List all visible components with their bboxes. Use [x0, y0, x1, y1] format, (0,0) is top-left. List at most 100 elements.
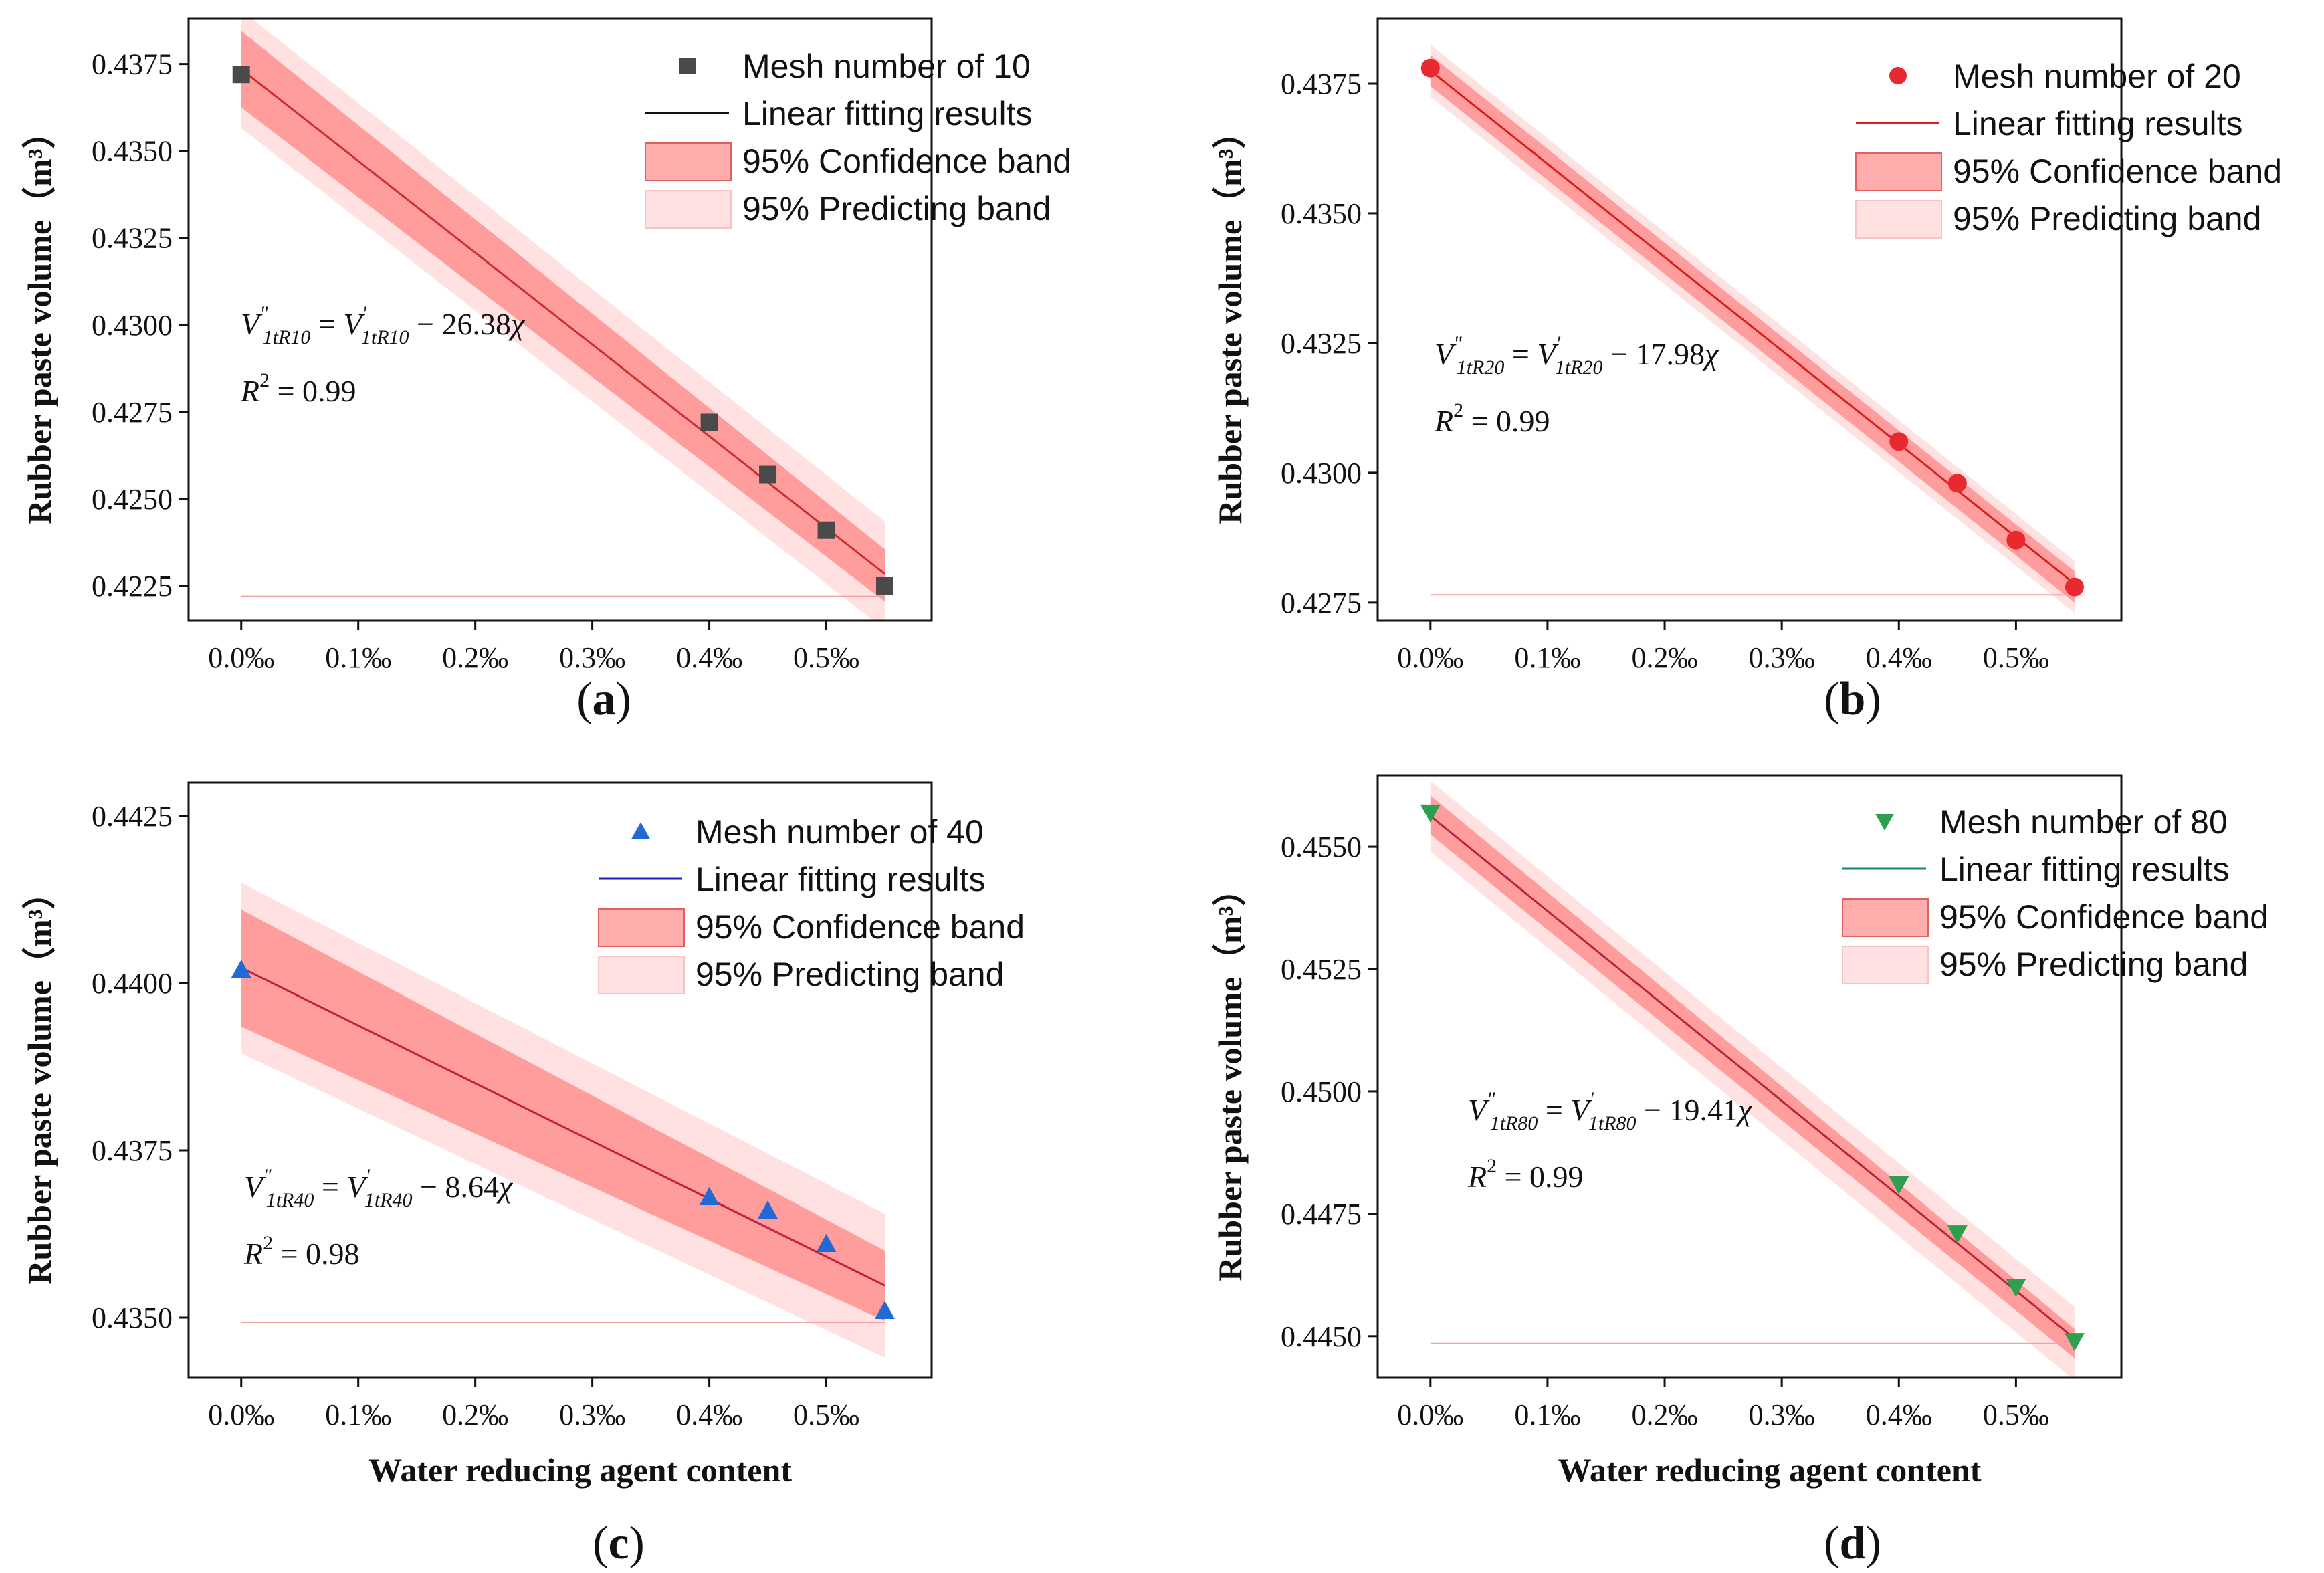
legend-entry-label: Mesh number of 20: [1953, 58, 2241, 95]
r-squared-r2-sup: 2: [259, 369, 270, 391]
panel-a: 0.4225 0.4250 0.4275 0.4300 0.4325 0.4350 0.43…: [21, 17, 1071, 725]
caption-letter: a: [593, 673, 616, 725]
legend-marker: [631, 822, 650, 839]
r-squared-line: R2 = 0.99: [1467, 1155, 1584, 1194]
equation-line: V" 1tR80 = V' 1tR80 − 19.41χ: [1468, 1088, 1753, 1134]
caption-open: (: [576, 673, 592, 725]
legend-entry-label: 95% Predicting band: [696, 956, 1004, 993]
r-squared-r2-base: R: [1434, 404, 1453, 438]
legend-entry-label: 95% Predicting band: [742, 190, 1051, 227]
data-point: [1889, 432, 1909, 451]
caption-letter: c: [608, 1517, 629, 1569]
y-axis-title: Rubber paste volume（m³）: [21, 875, 58, 1284]
x-tick-label: 0.5‰: [1983, 1398, 2049, 1431]
legend-confidence-swatch: [1842, 898, 1929, 937]
equation-eq: =: [1504, 337, 1537, 371]
equation-lhs-sub: 1tR80: [1490, 1112, 1538, 1134]
equation-eq: =: [1538, 1093, 1570, 1127]
equation-minus: − 19.41: [1636, 1093, 1738, 1127]
x-tick-label: 0.2‰: [442, 1398, 508, 1431]
equation-rhs-base: V: [1537, 337, 1559, 371]
legend-confidence-swatch: [598, 908, 685, 947]
data-point: [759, 465, 777, 484]
equation-line: V" 1tR20 = V' 1tR20 − 17.98χ: [1435, 332, 1719, 379]
data-point: [2065, 1333, 2085, 1352]
equation-lhs-sub: 1tR40: [266, 1189, 314, 1211]
legend-entry-label: 95% Predicting band: [1953, 200, 2261, 237]
data-point: [1947, 1225, 1968, 1244]
x-tick-label: 0.2‰: [1632, 641, 1698, 674]
legend: Mesh number of 80 Linear fitting results 9…: [1842, 803, 2268, 984]
legend-entry-label: Linear fitting results: [742, 95, 1033, 132]
caption-letter: b: [1840, 673, 1866, 725]
legend-entry-label: 95% Confidence band: [696, 908, 1025, 946]
data-point: [876, 576, 894, 595]
x-tick-label: 0.5‰: [793, 1398, 859, 1431]
x-tick-label: 0.4‰: [1866, 1398, 1932, 1431]
equation-lhs-sub: 1tR10: [263, 326, 311, 348]
data-point: [699, 1187, 720, 1205]
caption-close: ): [616, 673, 631, 725]
x-axis-title: Water reducing agent content: [1558, 1451, 1982, 1489]
r-squared-r2-val: = 0.98: [273, 1237, 359, 1271]
data-point: [700, 413, 718, 431]
x-tick-label: 0.0‰: [1397, 641, 1463, 674]
x-tick-label: 0.5‰: [1983, 641, 2049, 674]
y-tick-label: 0.4475: [1281, 1198, 1362, 1231]
panel-c: 0.4350 0.4375 0.4400 0.4425 0.0‰ 0.1‰ 0.2‰ 0.3‰…: [21, 781, 1025, 1569]
x-tick-label: 0.3‰: [559, 1398, 625, 1431]
legend-prediction-swatch: [1855, 200, 1942, 239]
equation-rhs-sub: 1tR80: [1588, 1112, 1636, 1134]
plot-frame: [187, 781, 933, 1379]
legend-entry-label: 95% Confidence band: [1939, 898, 2268, 936]
confidence-band: [1430, 55, 2075, 603]
equation-rhs-sub: 1tR40: [364, 1189, 413, 1211]
caption-close: ): [629, 1517, 645, 1569]
legend: Mesh number of 10 Linear fitting results 9…: [645, 47, 1071, 229]
y-tick-label: 0.4375: [92, 1134, 173, 1167]
data-point: [232, 66, 250, 84]
plot-frame: [1376, 774, 2123, 1379]
equation-minus: − 17.98: [1603, 337, 1705, 371]
equation-rhs-base: V: [343, 307, 365, 341]
y-axis-title: Rubber paste volume（m³）: [1211, 115, 1249, 524]
y-tick-label: 0.4450: [1281, 1320, 1362, 1353]
x-tick-label: 0.2‰: [442, 641, 508, 674]
panel-caption: (a): [576, 673, 631, 725]
data-point: [1947, 474, 1967, 493]
y-tick-label: 0.4350: [92, 135, 173, 168]
data-point: [1420, 58, 1440, 78]
equation-lhs-base: V: [244, 1170, 266, 1204]
data-point: [1889, 1176, 1909, 1194]
y-tick-label: 0.4275: [92, 396, 173, 429]
legend-confidence-swatch: [1855, 152, 1942, 191]
equation-line: V" 1tR10 = V' 1tR10 − 26.38χ: [241, 302, 526, 348]
x-tick-label: 0.0‰: [1397, 1398, 1463, 1431]
equation-lhs-base: V: [1468, 1093, 1490, 1127]
r-squared-r2-base: R: [1467, 1160, 1487, 1194]
x-axis-title: Water reducing agent content: [368, 1451, 792, 1489]
legend-prediction-swatch: [645, 190, 732, 229]
y-tick-label: 0.4525: [1281, 953, 1362, 986]
y-tick-label: 0.4375: [1281, 68, 1362, 100]
equation-lhs-base: V: [1435, 337, 1457, 371]
y-tick-label: 0.4325: [1281, 327, 1362, 360]
x-tick-label: 0.3‰: [1749, 641, 1815, 674]
legend-entry-label: Mesh number of 10: [742, 47, 1031, 85]
fit-line: [241, 966, 885, 1287]
data-point: [817, 521, 835, 539]
equation-minus: − 8.64: [413, 1170, 499, 1204]
r-squared-r2-base: R: [243, 1237, 263, 1271]
x-tick-label: 0.5‰: [793, 641, 859, 674]
data-point: [875, 1301, 895, 1319]
x-tick-label: 0.1‰: [1514, 641, 1580, 674]
y-tick-label: 0.4400: [92, 967, 173, 1000]
caption-open: (: [1824, 1517, 1839, 1569]
data-point: [758, 1200, 778, 1219]
r-squared-r2-sup: 2: [263, 1232, 273, 1254]
y-tick-label: 0.4500: [1281, 1075, 1362, 1108]
y-tick-label: 0.4275: [1281, 587, 1362, 619]
plot-frame: [1376, 17, 2123, 622]
